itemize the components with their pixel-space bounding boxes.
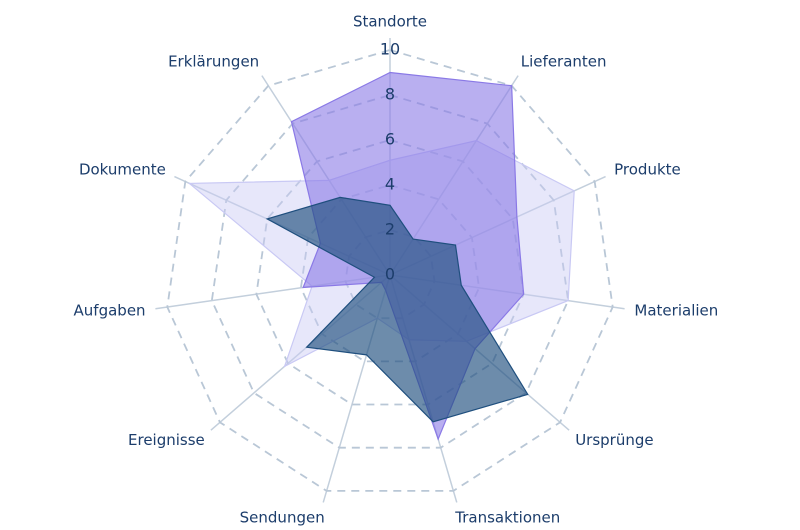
grid-ring xyxy=(210,94,570,449)
r-tick-label: 2 xyxy=(385,220,395,239)
r-tick-label: 4 xyxy=(385,175,395,194)
category-label: Lieferanten xyxy=(521,53,607,71)
category-label: Transaktionen xyxy=(454,508,560,526)
category-label: Ereignisse xyxy=(128,431,205,449)
r-tick-label: 6 xyxy=(385,130,395,149)
category-label: Produkte xyxy=(614,160,681,178)
series-area xyxy=(265,196,529,423)
category-label: Aufgaben xyxy=(74,302,146,320)
category-label: Sendungen xyxy=(240,508,325,526)
grid-ring xyxy=(166,49,614,492)
category-label: Standorte xyxy=(353,13,427,31)
category-label: Materialien xyxy=(634,302,718,320)
r-tick-label: 0 xyxy=(385,265,395,284)
category-label: Ursprünge xyxy=(575,431,653,449)
r-tick-label: 8 xyxy=(385,85,395,104)
r-tick-label: 10 xyxy=(380,40,400,59)
category-label: Erklärungen xyxy=(168,53,259,71)
category-label: Dokumente xyxy=(79,160,166,178)
